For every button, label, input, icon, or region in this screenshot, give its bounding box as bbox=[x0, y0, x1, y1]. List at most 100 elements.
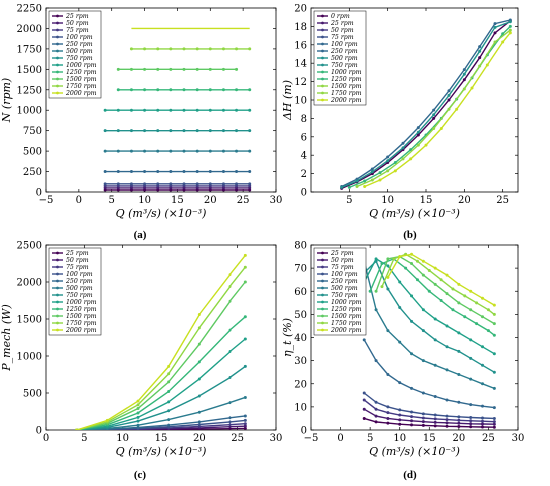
data-point bbox=[370, 178, 374, 182]
data-point bbox=[469, 425, 473, 429]
legend-box bbox=[313, 247, 367, 336]
legend-entry: 1250 rpm bbox=[331, 306, 362, 313]
data-point bbox=[481, 422, 485, 426]
legend-entry: 500 rpm bbox=[66, 285, 93, 292]
data-point bbox=[221, 67, 225, 71]
data-point bbox=[374, 400, 378, 404]
data-point bbox=[347, 185, 351, 189]
data-point bbox=[433, 417, 437, 421]
series-line-50-rpm bbox=[363, 408, 495, 425]
data-point bbox=[455, 107, 459, 111]
data-point bbox=[447, 93, 451, 97]
y-tick-label: 1500 bbox=[17, 315, 42, 326]
legend-entry: 750 rpm bbox=[66, 292, 93, 299]
data-point bbox=[129, 67, 133, 71]
data-point bbox=[421, 259, 425, 263]
legend-marker bbox=[321, 70, 324, 74]
data-point bbox=[167, 372, 171, 376]
data-point bbox=[469, 422, 473, 426]
data-point bbox=[116, 129, 120, 133]
y-tick-label: 18 bbox=[294, 22, 307, 33]
data-point bbox=[481, 345, 485, 349]
data-point bbox=[508, 31, 512, 35]
data-point bbox=[156, 67, 160, 71]
data-point bbox=[235, 170, 239, 174]
data-point bbox=[143, 129, 147, 133]
data-point bbox=[492, 303, 496, 307]
data-point bbox=[169, 149, 173, 153]
data-point bbox=[421, 329, 425, 333]
legend-marker bbox=[321, 98, 324, 102]
data-point bbox=[248, 129, 252, 133]
data-point bbox=[410, 423, 414, 427]
data-point bbox=[386, 264, 390, 268]
data-point bbox=[481, 296, 485, 300]
data-point bbox=[243, 337, 247, 341]
data-point bbox=[445, 368, 449, 372]
x-axis-label: Q (m³/s) (×10⁻³) bbox=[369, 445, 460, 458]
data-point bbox=[481, 419, 485, 423]
y-tick-label: 80 bbox=[294, 241, 307, 252]
legend-entry: 250 rpm bbox=[65, 278, 93, 285]
legend-marker bbox=[56, 279, 59, 283]
data-point bbox=[433, 338, 437, 342]
data-point bbox=[228, 401, 232, 405]
y-tick-label: 1500 bbox=[17, 65, 42, 76]
legend-marker bbox=[321, 251, 324, 255]
x-tick-label: 25 bbox=[237, 195, 250, 206]
legend-marker bbox=[321, 91, 324, 95]
legend-entry: 1750 rpm bbox=[331, 90, 362, 97]
legend-box bbox=[48, 10, 102, 99]
data-point bbox=[156, 170, 160, 174]
data-point bbox=[243, 418, 247, 422]
legend-entry: 75 rpm bbox=[66, 27, 89, 34]
data-point bbox=[492, 322, 496, 326]
data-point bbox=[197, 313, 201, 317]
y-tick-label: 2000 bbox=[17, 278, 42, 289]
panel-label: (c) bbox=[134, 469, 147, 481]
data-point bbox=[169, 88, 173, 92]
data-point bbox=[501, 40, 505, 44]
data-point bbox=[228, 350, 232, 354]
legend-marker bbox=[56, 300, 59, 304]
data-point bbox=[457, 421, 461, 425]
data-point bbox=[478, 64, 482, 68]
series-line-1000-rpm bbox=[76, 338, 246, 430]
data-point bbox=[486, 308, 490, 312]
legend-marker bbox=[56, 321, 59, 325]
series-line-250-rpm bbox=[363, 339, 495, 409]
data-point bbox=[221, 182, 225, 186]
legend-marker bbox=[321, 258, 324, 262]
legend-entry: 25 rpm bbox=[330, 20, 354, 27]
data-point bbox=[136, 419, 140, 423]
data-point bbox=[415, 278, 419, 282]
legend-entry: 1500 rpm bbox=[66, 76, 97, 83]
data-point bbox=[235, 88, 239, 92]
data-point bbox=[228, 284, 232, 288]
legend-entry: 50 rpm bbox=[331, 27, 354, 34]
x-tick-label: 20 bbox=[204, 195, 217, 206]
data-point bbox=[182, 182, 186, 186]
x-axis-label: Q (m³/s) (×10⁻³) bbox=[116, 445, 207, 458]
panel-label: (a) bbox=[134, 229, 147, 241]
data-point bbox=[182, 67, 186, 71]
data-point bbox=[105, 418, 109, 422]
x-tick-label: 10 bbox=[393, 433, 406, 444]
x-tick-label: 5 bbox=[109, 195, 115, 206]
legend-entry: 1000 rpm bbox=[66, 299, 97, 306]
data-point bbox=[427, 289, 431, 293]
y-tick-label: 10 bbox=[294, 402, 307, 413]
legend-entry: 1000 rpm bbox=[331, 299, 362, 306]
data-point bbox=[136, 399, 140, 403]
data-point bbox=[374, 420, 378, 424]
data-point bbox=[447, 98, 451, 102]
data-point bbox=[182, 149, 186, 153]
data-point bbox=[478, 56, 482, 60]
data-point bbox=[447, 89, 451, 93]
data-point bbox=[103, 149, 107, 153]
legend-marker bbox=[56, 251, 59, 255]
legend-marker bbox=[321, 63, 324, 67]
data-point bbox=[404, 266, 408, 270]
data-point bbox=[243, 265, 247, 269]
legend-marker bbox=[321, 265, 324, 269]
